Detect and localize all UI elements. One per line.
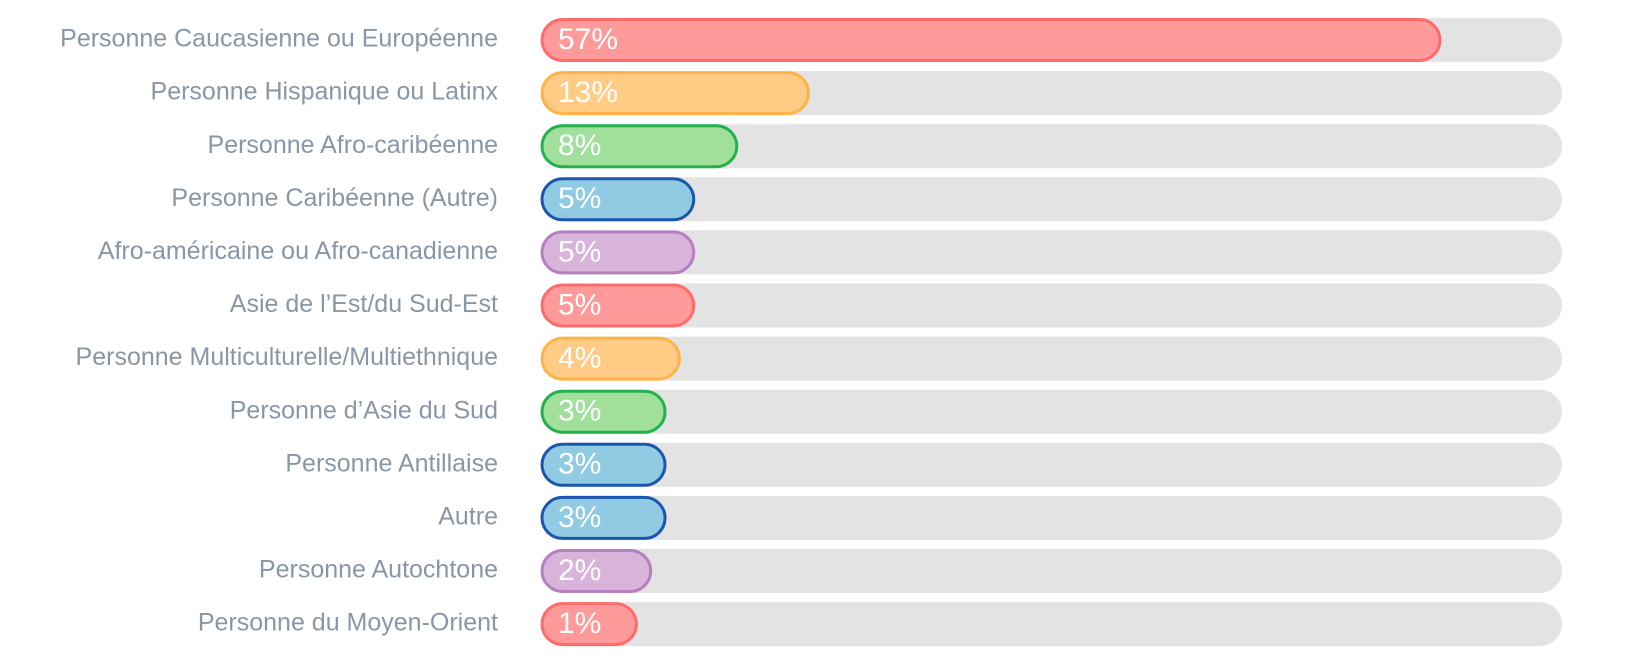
- bar-track: [542, 177, 1562, 222]
- category-label: Afro-américaine ou Afro-canadienne: [98, 237, 498, 265]
- bar: [540, 177, 696, 222]
- value-label: 3%: [558, 448, 601, 481]
- value-label: 3%: [558, 395, 601, 428]
- bar: [540, 124, 739, 169]
- bar: [540, 389, 667, 434]
- value-label: 13%: [558, 76, 618, 109]
- category-label: Autre: [438, 503, 498, 531]
- value-label: 1%: [558, 607, 601, 640]
- category-label: Personne du Moyen-Orient: [198, 609, 498, 637]
- bar-track: [542, 602, 1562, 647]
- bar: [540, 71, 811, 116]
- category-label: Personne Autochtone: [259, 556, 498, 584]
- bar-track: [542, 442, 1562, 487]
- bar-track: [542, 389, 1562, 434]
- value-label: 5%: [558, 235, 601, 268]
- value-label: 4%: [558, 342, 601, 375]
- bar-track: [542, 283, 1562, 328]
- category-label: Personne Multiculturelle/Multiethnique: [76, 343, 498, 371]
- bar-track: [542, 124, 1562, 169]
- bar: [540, 442, 667, 487]
- value-label: 5%: [558, 182, 601, 215]
- category-label: Personne Caribéenne (Autre): [171, 184, 498, 212]
- bar: [540, 602, 638, 647]
- bar: [540, 549, 653, 593]
- bar-track: [542, 230, 1562, 275]
- category-label: Personne Antillaise: [285, 449, 498, 477]
- category-label: Personne d’Asie du Sud: [230, 396, 498, 424]
- value-label: 57%: [558, 23, 618, 56]
- category-label: Personne Afro-caribéenne: [208, 131, 498, 159]
- value-label: 3%: [558, 501, 601, 534]
- bar-track: [542, 495, 1562, 540]
- bar: [540, 283, 696, 328]
- category-label: Personne Caucasienne ou Européenne: [60, 25, 498, 53]
- value-label: 8%: [558, 129, 601, 162]
- bar-track: [542, 336, 1562, 381]
- bar: [540, 230, 696, 275]
- value-label: 5%: [558, 288, 601, 321]
- category-label: Personne Hispanique ou Latinx: [151, 78, 499, 106]
- value-label: 2%: [558, 554, 601, 587]
- bar: [540, 336, 681, 381]
- bar-track: [542, 549, 1562, 593]
- bar: [540, 18, 1442, 62]
- bar: [540, 495, 667, 540]
- category-label: Asie de l’Est/du Sud-Est: [230, 290, 498, 318]
